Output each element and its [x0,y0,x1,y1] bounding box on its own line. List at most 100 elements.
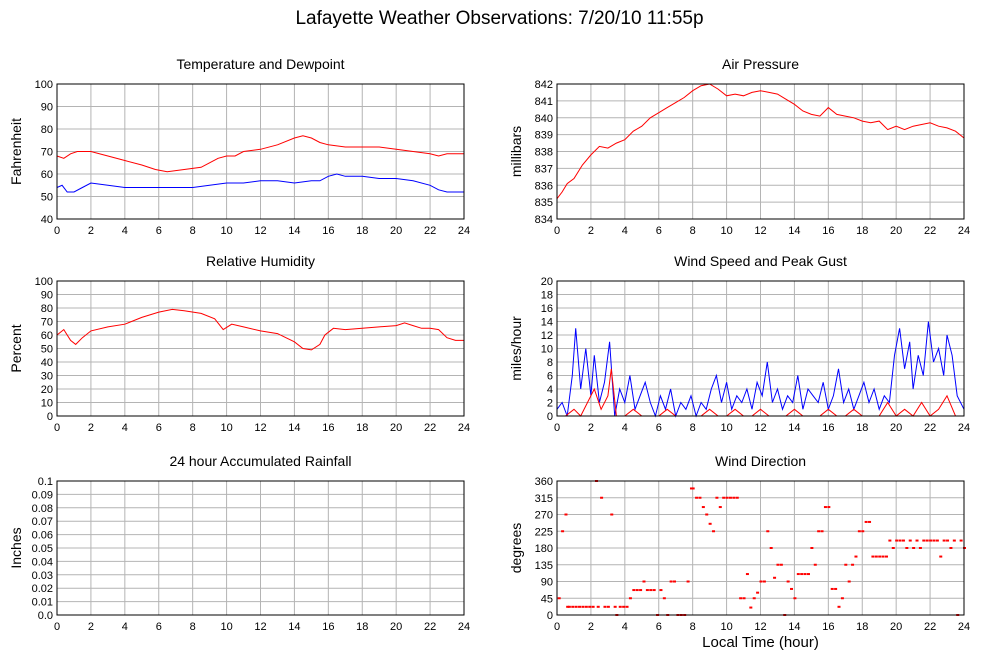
x-tick-label: 24 [958,422,970,434]
x-tick-label: 18 [356,621,368,633]
data-point [820,530,824,533]
y-axis-label: Inches [8,527,24,568]
data-point [901,539,905,542]
y-tick-label: 30 [41,371,53,383]
y-axis-label: Percent [8,324,24,372]
x-tick-label: 20 [890,225,902,237]
series-line-2 [56,173,464,193]
y-tick-label: 225 [535,526,553,538]
y-axis-label: miles/hour [508,316,524,381]
x-tick-label: 4 [622,225,628,237]
data-point [574,605,578,608]
chart-pressure: 0 2 4 6 8 10 12 14 16 18 20 22 248348358368378388398… [508,56,970,237]
data-point [847,580,851,583]
y-tick-label: 270 [535,510,553,522]
x-tick-label: 10 [220,621,232,633]
data-point [881,555,885,558]
x-tick-label: 22 [924,225,936,237]
data-point [756,591,760,594]
data-point [618,605,622,608]
data-point [749,606,753,609]
data-point [769,547,773,549]
y-tick-label: 18 [541,290,553,302]
y-tick-label: 45 [541,593,553,605]
data-point [837,605,841,608]
plot-frame [56,280,465,417]
y-tick-label: 50 [41,344,53,356]
data-point [566,605,570,608]
y-tick-label: 100 [35,276,53,288]
x-tick-label: 0 [54,422,60,434]
x-tick-label: 14 [788,621,800,633]
data-point [813,563,817,566]
data-point [739,597,743,600]
data-point [561,530,565,533]
x-tick-label: 20 [390,621,402,633]
x-tick-label: 6 [156,225,162,237]
data-point [952,539,956,542]
y-tick-label: 0 [47,411,53,423]
x-tick-label: 22 [424,621,436,633]
x-tick-label: 2 [588,225,594,237]
data-point [912,547,916,549]
x-tick-label: 4 [122,422,128,434]
y-tick-label: 90 [41,290,53,302]
y-tick-label: 0.02 [32,583,53,595]
data-point [728,496,732,499]
x-tick-label: 18 [356,225,368,237]
x-tick-label: 16 [322,422,334,434]
x-tick-label: 16 [822,621,834,633]
x-tick-label: 16 [822,225,834,237]
y-axis-label: degrees [508,523,524,574]
y-tick-label: 20 [41,384,53,396]
data-point [884,555,888,558]
y-tick-label: 0.0 [38,610,53,622]
chart-direction: 0 2 4 6 8 10 12 14 16 18 20 22 240459013518022527031… [508,453,970,633]
data-point [929,539,933,542]
data-point [830,587,834,590]
data-point [571,605,575,608]
data-point [790,587,794,590]
y-tick-label: 841 [535,96,553,108]
data-point [622,605,626,608]
x-tick-label: 24 [458,621,470,633]
y-tick-label: 50 [41,192,53,204]
x-tick-label: 14 [788,225,800,237]
x-tick-label: 12 [754,225,766,237]
data-point [857,530,861,533]
data-point [935,539,939,542]
data-point [922,539,926,542]
data-point [878,555,882,558]
data-point [779,563,783,566]
data-point [625,605,629,608]
data-point [715,496,719,499]
x-tick-label: 18 [856,621,868,633]
y-tick-label: 835 [535,197,553,209]
data-point [806,573,810,576]
x-tick-label: 10 [720,225,732,237]
y-tick-label: 40 [41,214,53,226]
x-tick-label: 12 [754,621,766,633]
data-point [691,487,695,490]
x-tick-label: 0 [554,225,560,237]
x-tick-label: 20 [390,225,402,237]
data-point [645,589,649,592]
x-tick-label: 2 [88,621,94,633]
y-tick-label: 135 [535,560,553,572]
y-tick-label: 836 [535,180,553,192]
y-tick-label: 90 [41,102,53,114]
data-point [823,506,827,509]
y-tick-label: 838 [535,147,553,159]
data-point [946,539,950,542]
data-point [891,547,895,549]
chart-title: Temperature and Dewpoint [176,56,344,72]
chart-humidity: 0 2 4 6 8 10 12 14 16 18 20 22 240102030405060708090… [8,253,470,434]
y-tick-label: 6 [547,371,553,383]
y-tick-label: 80 [41,303,53,315]
x-tick-label: 6 [656,225,662,237]
data-point [606,605,610,608]
x-tick-label: 12 [254,621,266,633]
page-title: Lafayette Weather Observations: 7/20/10 … [295,8,704,29]
data-point [918,547,922,549]
data-point [649,589,653,592]
